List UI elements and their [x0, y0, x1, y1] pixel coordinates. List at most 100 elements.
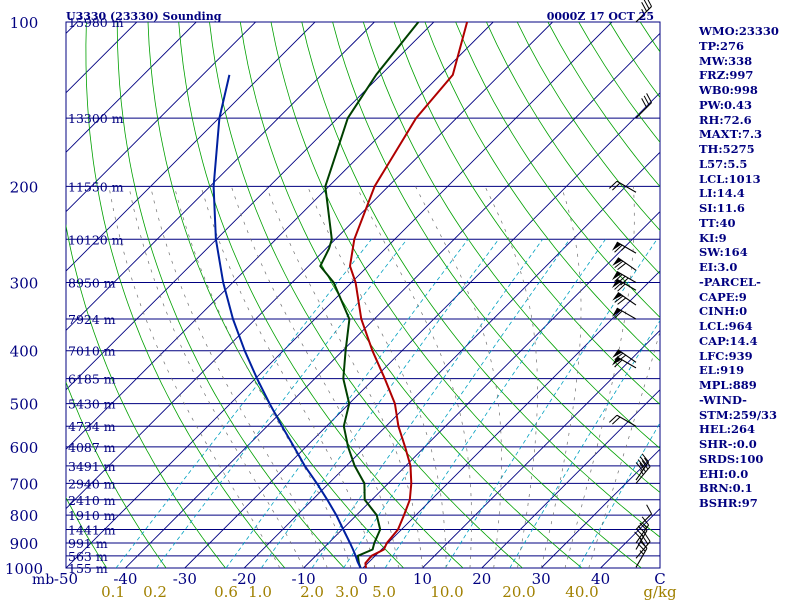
wind-barb-staff [635, 6, 652, 23]
mixing-ratio-label: 3.0 [335, 583, 359, 600]
mixing-ratio-label: 2.0 [300, 583, 324, 600]
index-item: CINH:0 [699, 304, 748, 319]
index-item: SHR-:0.0 [699, 437, 757, 451]
index-item: LCL:1013 [699, 171, 761, 186]
mixing-ratio-label: 0.6 [214, 583, 238, 600]
wind-barb-feather [609, 180, 618, 189]
index-item: CAP:14.4 [699, 333, 758, 348]
mixing-ratio-line [444, 239, 658, 568]
dry-adiabat-line [147, 22, 404, 568]
pressure-tick-label: 900 [10, 535, 39, 553]
wind-barb-feather [614, 281, 623, 290]
mixing-ratio-label: g/kg [643, 583, 677, 600]
wind-barb-feather [635, 528, 644, 537]
index-item: MW:338 [699, 53, 753, 68]
chart-title: U3330 (23330) Sounding [66, 10, 222, 23]
index-item: RH:72.6 [699, 112, 752, 127]
index-item: BSHR:97 [699, 496, 758, 510]
wind-barb-feather [620, 277, 629, 286]
wind-barb-feather [634, 531, 643, 540]
wind-barb-feather [614, 359, 623, 368]
wind-barb-feather [646, 93, 652, 103]
moist-adiabat-line [266, 186, 423, 568]
wind-barb-feather [646, 504, 652, 515]
height-label: 155 m [68, 561, 108, 576]
wind-barb-staff [635, 547, 648, 568]
wind-barb [612, 292, 637, 306]
dry-adiabat-line [116, 22, 345, 568]
temperature-tick-label: 10 [413, 570, 432, 588]
dry-adiabat-line [486, 22, 660, 275]
isotherm-line [422, 329, 660, 568]
index-item: -WIND- [699, 392, 747, 407]
wind-barb-feather [647, 0, 652, 7]
pressure-axis-label: mb [32, 572, 54, 588]
temperature-tick-label: 30 [532, 570, 551, 588]
wind-barb-feather [617, 262, 627, 271]
isotherm-line [66, 22, 256, 213]
index-item: SRDS:100 [699, 451, 764, 466]
wind-barb [635, 453, 650, 481]
wind-barb-half-feather [621, 246, 626, 251]
wind-barb-feather [637, 543, 646, 552]
wind-barb-feather [641, 516, 650, 526]
wind-barb-staff [635, 102, 652, 119]
wind-barb-pennant [612, 349, 623, 358]
index-item: MPL:889 [699, 378, 757, 392]
indices-panel: WMO:23330 TP:276 MW:338 FRZ:997 WB0:998 PW:0.… [699, 24, 799, 511]
wind-barb-pennant [611, 308, 622, 317]
wind-barb [611, 241, 637, 254]
wind-barb-staff [635, 541, 651, 559]
wind-barb [635, 516, 650, 544]
wind-barb-feather [617, 283, 626, 292]
moist-adiabat-line [128, 186, 304, 568]
temperature-tick-label: 40 [591, 570, 610, 588]
pressure-tick-label: 800 [10, 507, 39, 525]
height-label: 6185 m [68, 372, 116, 387]
wind-barb [611, 356, 637, 369]
dry-adiabat-line [424, 22, 660, 362]
wind-barb-feather [614, 244, 623, 253]
moist-adiabat-line [174, 186, 352, 568]
height-label: 7010 m [68, 344, 116, 359]
wind-barb [635, 540, 648, 568]
index-item: STM:259/33 [699, 407, 778, 422]
index-item: TH:5275 [699, 142, 755, 156]
height-label: 7924 m [68, 312, 116, 327]
pressure-tick-label: 100 [10, 14, 39, 32]
wind-barb-feather [617, 297, 627, 305]
wind-barb-feather [617, 354, 627, 362]
height-label: 11550 m [68, 179, 124, 194]
wind-barb-feather [641, 1, 648, 12]
wind-barb-feather [614, 352, 624, 360]
dry-adiabat-line [332, 22, 660, 494]
temperature-tick-label: 20 [472, 570, 491, 588]
wind-barb-feather [612, 182, 621, 191]
index-item: CAPE:9 [699, 289, 747, 304]
moist-adiabat-line [484, 186, 538, 568]
temperature-tick-label: C [654, 570, 665, 588]
index-item: FRZ:997 [699, 68, 754, 83]
index-item: SI:11.6 [699, 201, 745, 215]
dry-adiabat-line [66, 223, 226, 568]
wind-barb-feather [639, 462, 647, 473]
temperature-tick-label: -10 [292, 570, 316, 588]
height-label: 3491 m [68, 459, 116, 474]
wind-barb [635, 0, 652, 23]
height-label: 15980 m [68, 15, 124, 30]
dry-adiabat-line [239, 22, 583, 568]
index-item: PW:0.43 [699, 97, 753, 112]
pressure-tick-label: 600 [10, 439, 39, 457]
wind-barb-feather [614, 260, 624, 269]
isotherm-line [362, 270, 660, 568]
mixing-ratio-line [225, 239, 469, 568]
isotherm-line [243, 151, 660, 568]
wind-barb-half-feather [639, 550, 644, 555]
index-item: LFC:939 [699, 348, 753, 363]
mixing-ratio-line [260, 239, 499, 568]
wind-barb [611, 271, 637, 286]
chart-subtitle: 0000Z 17 OCT 25 [547, 10, 654, 23]
isotherm-line [125, 32, 660, 568]
pressure-tick-label: 200 [10, 178, 39, 196]
dry-adiabat-line [362, 22, 660, 449]
